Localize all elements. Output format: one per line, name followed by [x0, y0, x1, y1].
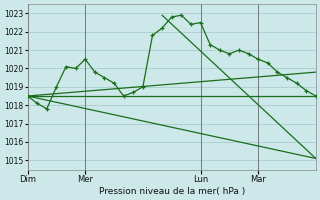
X-axis label: Pression niveau de la mer( hPa ): Pression niveau de la mer( hPa ) [99, 187, 245, 196]
